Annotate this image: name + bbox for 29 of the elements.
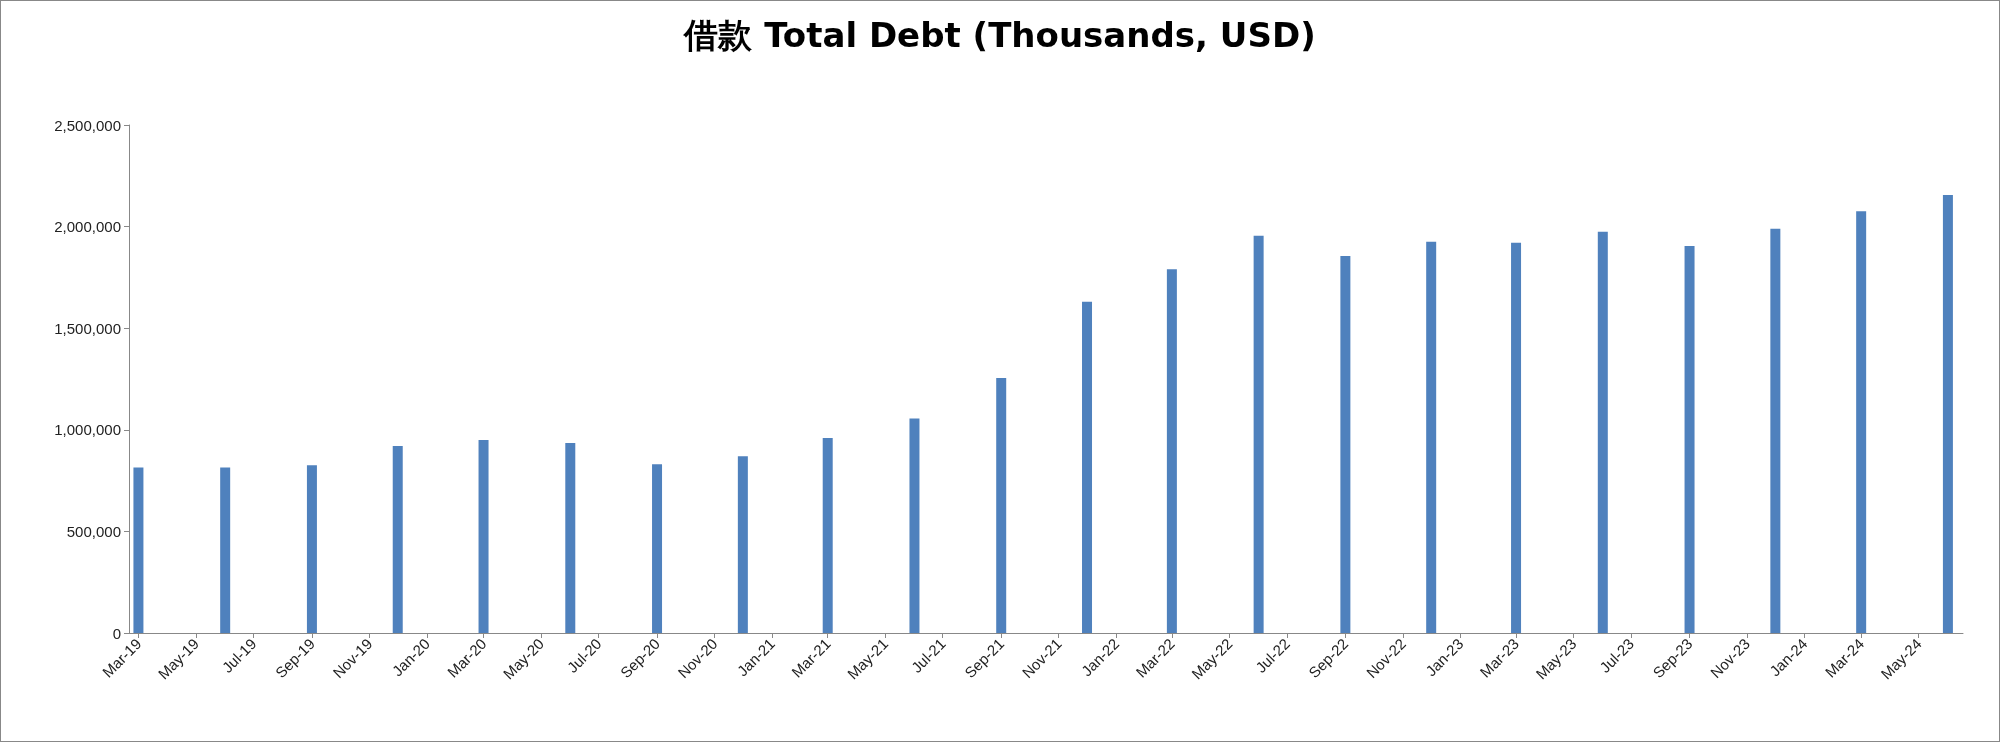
y-tick-label: 2,500,000 [54,116,121,134]
bar [1253,235,1264,633]
bar [1511,242,1522,633]
bar [1166,269,1177,633]
bar [133,467,144,633]
bar [478,439,489,633]
bar [392,446,403,633]
bar [1856,211,1867,633]
bar [1340,256,1351,633]
bar [996,377,1007,633]
bar [1597,231,1608,633]
bar [1426,241,1437,633]
y-tick-label: 2,000,000 [54,218,121,236]
bar [652,464,663,633]
bar [1770,228,1781,633]
bar [822,437,833,633]
bar [909,418,920,633]
chart-title: 借款 Total Debt (Thousands, USD) [683,15,1316,55]
bar [1942,195,1953,633]
y-tick-label: 500,000 [66,522,121,540]
bar [220,467,231,633]
bar [306,465,317,633]
y-tick-label: 0 [112,624,121,642]
bar [1684,245,1695,633]
y-tick-label: 1,500,000 [54,319,121,337]
bar [737,456,748,633]
bar [1082,301,1093,633]
bar [565,443,576,633]
y-tick-label: 1,000,000 [54,421,121,439]
